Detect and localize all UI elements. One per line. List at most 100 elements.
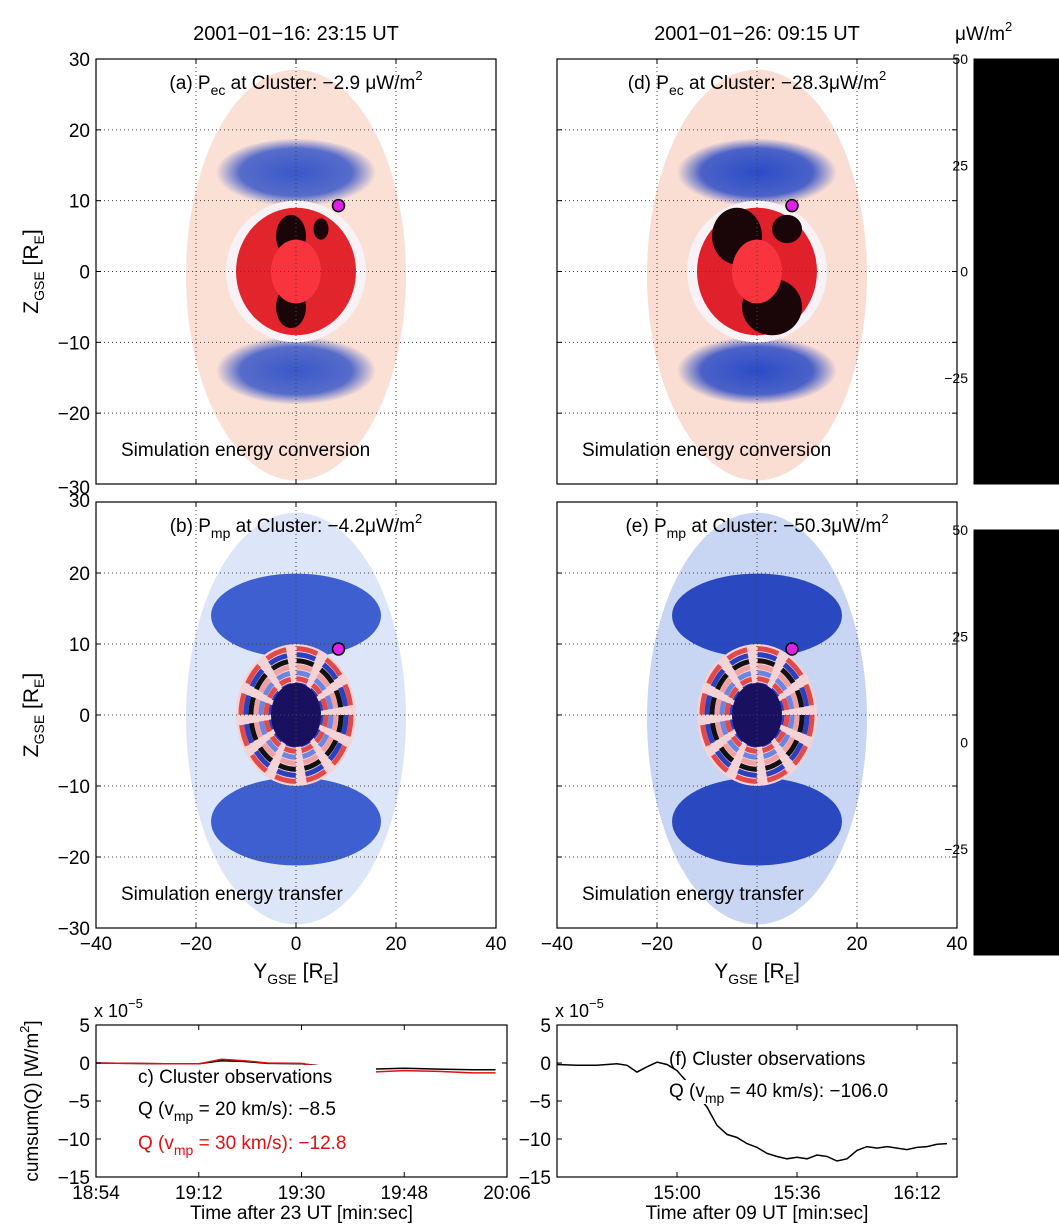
annotation-background bbox=[136, 1065, 376, 1087]
y-axis-label: ZGSE [RE] bbox=[20, 673, 47, 757]
x-axis-label: Time after 09 UT [min:sec] bbox=[646, 1203, 869, 1224]
panel-title: (d) Pec at Cluster: −28.3μW/m2 bbox=[628, 68, 886, 98]
legend-line: Q (vmp = 30 km/s): −12.8 bbox=[138, 1133, 346, 1158]
mixed-ring-segment bbox=[699, 646, 815, 784]
panel-annotation: Simulation energy transfer bbox=[121, 884, 343, 905]
x-axis-label: YGSE [RE] bbox=[714, 960, 800, 987]
annotation-title: c) Cluster observations bbox=[138, 1067, 332, 1088]
colorbar-tick-label: 0 bbox=[960, 264, 968, 280]
colorbar-tick-label: 25 bbox=[952, 628, 968, 644]
x-tick-label: 19:48 bbox=[380, 1183, 428, 1204]
colorbar-tick-label: 25 bbox=[952, 157, 968, 173]
data-series-line bbox=[95, 1058, 496, 1074]
mixed-ring-segment bbox=[243, 652, 349, 778]
x-tick-label: 0 bbox=[752, 934, 763, 955]
panel-title: (e) Pmp at Cluster: −50.3μW/m2 bbox=[625, 511, 888, 541]
mixed-ring-segment bbox=[263, 676, 329, 754]
cluster-position-marker bbox=[785, 198, 799, 213]
y-tick-label: 5 bbox=[540, 1016, 551, 1037]
panel-d-energy-conversion: (d) Pec at Cluster: −28.3μW/m2 Simulation… bbox=[556, 58, 958, 485]
colorbar-gradient bbox=[974, 530, 1059, 955]
y-tick-label: −10 bbox=[58, 333, 90, 354]
colorbar-bottom: 50 25 0 −25 bbox=[944, 522, 1059, 956]
panel-f-cluster-observations: x 10−55 0 −5 −10 −15 15:00 15:36 16:12 Time afte… bbox=[519, 996, 958, 1224]
column-title-left: 2001−01−16: 23:15 UT bbox=[193, 23, 399, 45]
data-series-line bbox=[556, 1061, 948, 1162]
negative-band-south bbox=[677, 336, 837, 405]
colorbar-tick-label: −25 bbox=[944, 841, 968, 857]
x-tick-label: −20 bbox=[180, 934, 212, 955]
panel-annotation: Simulation energy conversion bbox=[121, 440, 370, 461]
x-tick-label: 20 bbox=[846, 934, 867, 955]
y-tick-label: −10 bbox=[519, 1130, 551, 1151]
panel-annotation: Simulation energy conversion bbox=[582, 440, 831, 461]
y-tick-label: 0 bbox=[79, 263, 90, 284]
x-tick-label: 19:12 bbox=[175, 1183, 223, 1204]
y-tick-label: −30 bbox=[58, 478, 90, 499]
grid bbox=[557, 502, 957, 928]
y-tick-label: 30 bbox=[69, 50, 90, 71]
y-axis-exponent: x 10−5 bbox=[94, 996, 143, 1021]
x-axis-label: Time after 23 UT [min:sec] bbox=[190, 1203, 413, 1224]
negative-band-north bbox=[211, 573, 381, 658]
x-tick-label: 20:06 bbox=[483, 1183, 531, 1204]
x-axis-label: YGSE [RE] bbox=[253, 960, 339, 987]
colorbar-gradient bbox=[974, 59, 1059, 484]
y-tick-label: −5 bbox=[529, 1092, 551, 1113]
negative-band-north bbox=[216, 138, 376, 207]
y-tick-label: −10 bbox=[58, 1130, 90, 1151]
y-tick-label: −20 bbox=[58, 404, 90, 425]
cluster-position-marker bbox=[331, 642, 346, 656]
panel-title: (a) Pec at Cluster: −2.9 μW/m2 bbox=[169, 68, 422, 98]
legend-line: Q (vmp = 40 km/s): −106.0 bbox=[669, 1081, 888, 1106]
mixed-ring-segment bbox=[724, 676, 790, 754]
y-tick-label: 0 bbox=[79, 706, 90, 727]
x-tick-label: 15:00 bbox=[653, 1183, 701, 1204]
grid bbox=[96, 502, 496, 928]
x-tick-label: 40 bbox=[485, 934, 506, 955]
y-axis-label: ZGSE [RE] bbox=[20, 229, 47, 313]
x-tick-label: 15:36 bbox=[773, 1183, 821, 1204]
negative-band-north bbox=[672, 573, 842, 658]
y-tick-label: 20 bbox=[69, 121, 90, 142]
panel-e-energy-transfer: −40 −20 0 20 40 (e) Pmp at Cluster: −50.3μW/m… bbox=[541, 501, 968, 987]
y-tick-label: 30 bbox=[69, 491, 90, 512]
panel-title: (b) Pmp at Cluster: −4.2μW/m2 bbox=[170, 511, 423, 541]
annotation-title: (f) Cluster observations bbox=[669, 1049, 865, 1070]
mixed-ring-segment bbox=[704, 652, 810, 778]
x-tick-label: −40 bbox=[80, 934, 112, 955]
x-tick-label: −40 bbox=[541, 934, 573, 955]
mixed-ring-segment bbox=[719, 670, 795, 760]
y-tick-label: −10 bbox=[58, 777, 90, 798]
y-tick-label: −20 bbox=[58, 848, 90, 869]
y-tick-label: 20 bbox=[69, 564, 90, 585]
column-title-right: 2001−01−26: 09:15 UT bbox=[654, 23, 860, 45]
panel-a-energy-conversion: 30 20 10 0 −10 −20 −30 (a) Pec at Cluster: −2.9… bbox=[20, 50, 497, 499]
y-axis-exponent: x 10−5 bbox=[555, 996, 604, 1021]
panel-annotation: Simulation energy transfer bbox=[582, 884, 804, 905]
y-tick-label: −15 bbox=[58, 1168, 90, 1189]
colorbar-tick-label: 50 bbox=[952, 522, 968, 538]
negative-band-south bbox=[216, 336, 376, 405]
panel-b-energy-transfer: 30 20 10 0 −10 −20 −30−40 −20 0 20 40 (b) Pmp at Cl… bbox=[20, 491, 507, 987]
negative-band-north bbox=[677, 138, 837, 207]
y-tick-label: −5 bbox=[68, 1092, 90, 1113]
y-tick-label: −30 bbox=[58, 919, 90, 940]
x-tick-label: 19:30 bbox=[278, 1183, 326, 1204]
colorbar-top: 50 25 0 −25 bbox=[944, 51, 1059, 485]
x-tick-label: 18:54 bbox=[72, 1183, 120, 1204]
negative-band-south bbox=[211, 777, 381, 866]
x-tick-label: 20 bbox=[385, 934, 406, 955]
y-tick-label: 10 bbox=[69, 192, 90, 213]
y-tick-label: 0 bbox=[540, 1054, 551, 1075]
x-tick-label: 40 bbox=[946, 934, 967, 955]
grid bbox=[96, 59, 496, 484]
x-tick-label: 0 bbox=[291, 934, 302, 955]
y-tick-label: 10 bbox=[69, 635, 90, 656]
y-tick-label: 0 bbox=[79, 1054, 90, 1075]
dark-spot bbox=[313, 218, 329, 240]
mixed-ring-segment bbox=[258, 670, 334, 760]
y-tick-label: −15 bbox=[519, 1168, 551, 1189]
